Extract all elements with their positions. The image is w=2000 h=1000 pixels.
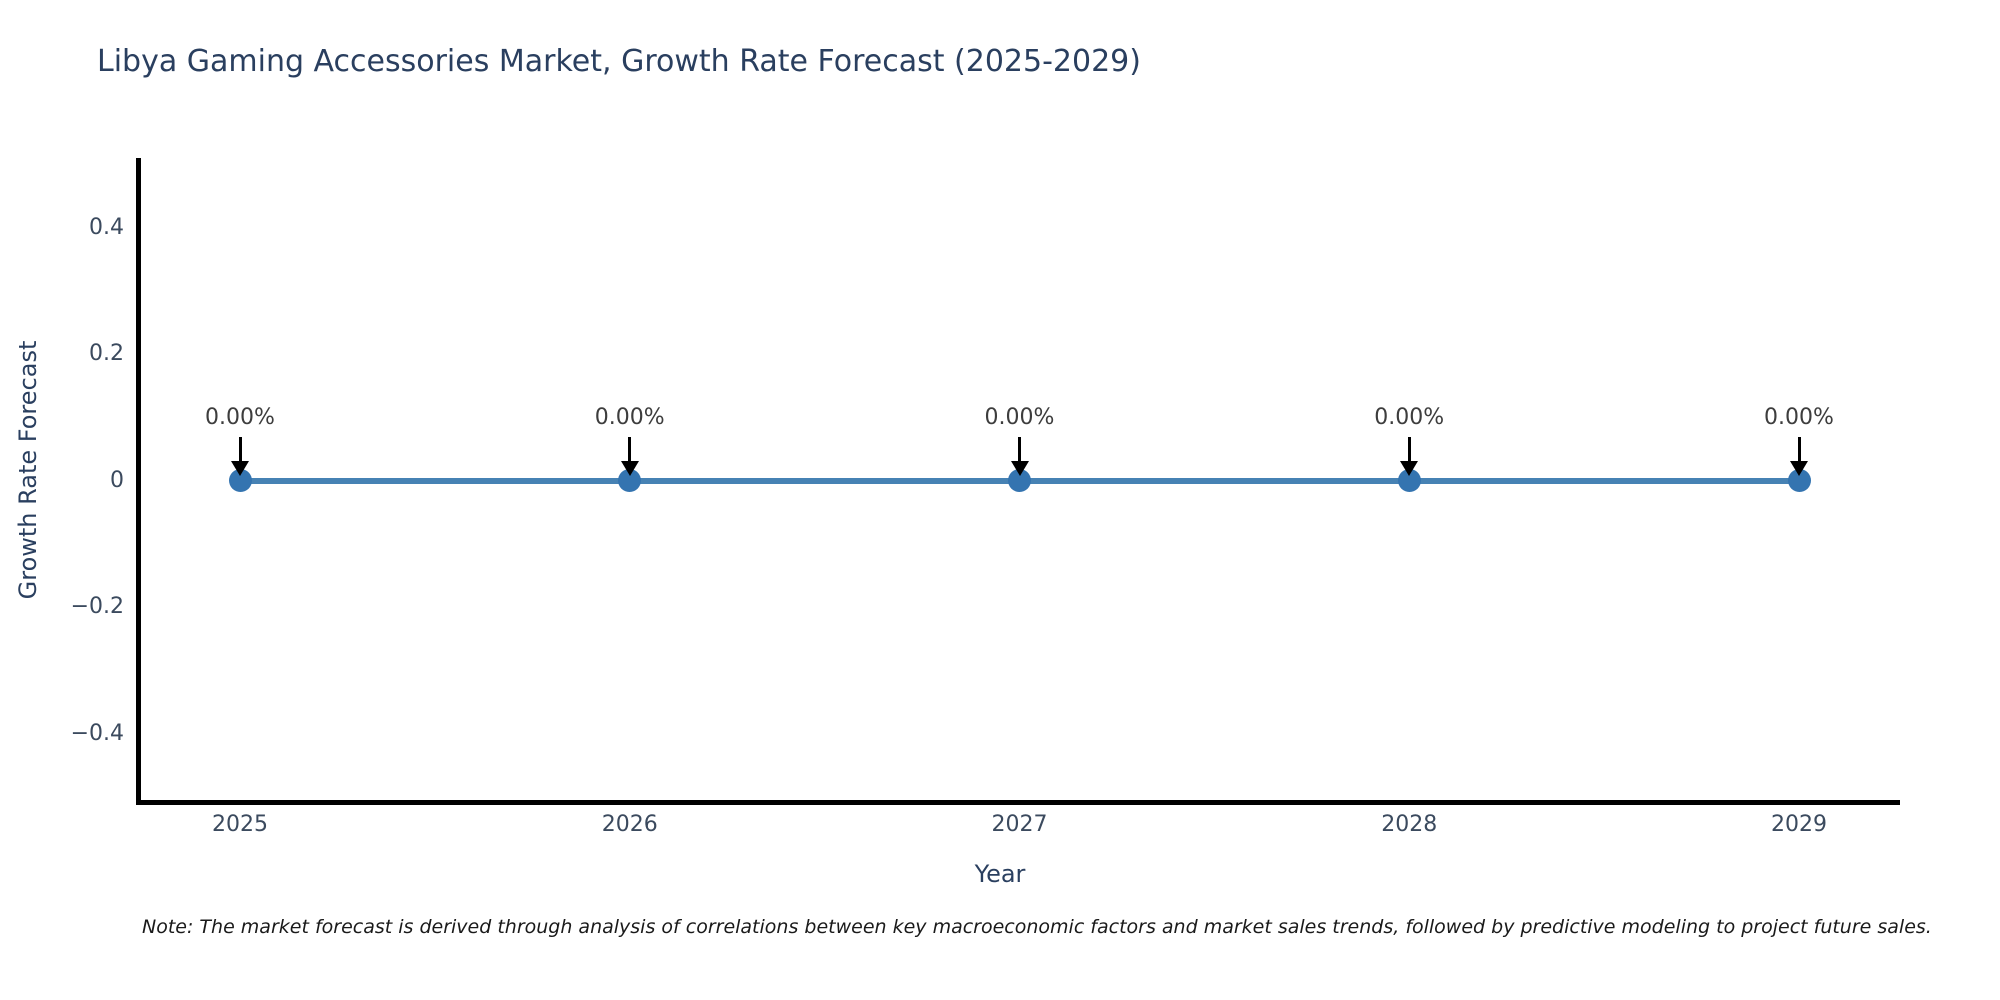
data-point-label: 0.00%: [594, 404, 665, 430]
data-point-label: 0.00%: [205, 404, 275, 430]
x-tick-label: 2029: [1771, 812, 1827, 837]
footnote: Note: The market forecast is derived thr…: [142, 916, 1932, 938]
y-tick-label: 0.2: [89, 341, 124, 366]
y-tick-label: −0.2: [70, 594, 124, 619]
x-tick-label: 2027: [991, 812, 1048, 837]
annotation-arrow-stem: [628, 436, 632, 463]
y-tick-label: 0: [110, 467, 124, 493]
annotation-arrow-stem: [1407, 436, 1411, 463]
annotation-arrow-head: [620, 460, 639, 476]
annotation-arrow-stem: [1018, 436, 1021, 463]
y-tick-label: −0.4: [70, 720, 124, 746]
data-point-label: 0.00%: [1374, 404, 1445, 430]
annotation-arrow-head: [1400, 460, 1419, 476]
data-point-label: 0.00%: [984, 404, 1055, 430]
annotation-arrow-head: [1790, 460, 1808, 476]
y-tick-label: 0.4: [89, 214, 124, 240]
x-tick-label: 2026: [601, 812, 658, 837]
annotation-arrow-head: [1010, 460, 1029, 476]
chart-title: Libya Gaming Accessories Market, Growth …: [97, 44, 1141, 79]
x-axis-title: Year: [974, 860, 1026, 888]
x-tick-label: 2028: [1381, 812, 1438, 837]
data-point-label: 0.00%: [1764, 404, 1834, 430]
x-tick-label: 2025: [212, 812, 268, 837]
annotation-arrow-stem: [1797, 436, 1801, 463]
annotation-arrow-head: [231, 460, 249, 476]
y-axis-line: [136, 158, 141, 805]
x-axis-line: [136, 800, 1900, 805]
annotation-arrow-stem: [238, 436, 242, 463]
